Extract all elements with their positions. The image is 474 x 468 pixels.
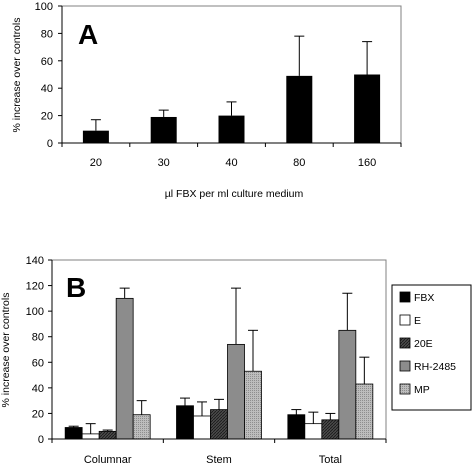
bar-b bbox=[304, 423, 323, 440]
b-y-tick-label: 120 bbox=[26, 281, 44, 293]
b-y-tick-label: 80 bbox=[32, 332, 44, 344]
legend-swatch bbox=[399, 383, 411, 395]
bar-b bbox=[193, 415, 211, 440]
panel-label-a: A bbox=[78, 19, 98, 50]
legend-swatch bbox=[399, 291, 411, 303]
bar-b bbox=[227, 343, 245, 440]
bar-b bbox=[176, 405, 194, 440]
bar-b bbox=[132, 414, 151, 440]
a-y-tick-label: 80 bbox=[41, 28, 53, 40]
legend-label: E bbox=[414, 315, 421, 327]
legend-swatch bbox=[399, 314, 411, 326]
panel-label-b: B bbox=[66, 272, 86, 303]
a-x-tick-label: 30 bbox=[158, 157, 170, 169]
legend-label: RH-2485 bbox=[414, 361, 456, 373]
bar-b bbox=[64, 427, 83, 440]
b-y-tick-label: 100 bbox=[26, 306, 44, 318]
b-x-tick-label: Total bbox=[319, 454, 342, 466]
a-y-tick-label: 20 bbox=[41, 111, 53, 123]
b-x-tick-label: Columnar bbox=[84, 454, 132, 466]
b-y-tick-label: 140 bbox=[26, 255, 44, 267]
bar-b bbox=[355, 383, 374, 440]
bar-b bbox=[338, 329, 357, 440]
x-axis-label-a: µl FBX per ml culture medium bbox=[165, 188, 304, 200]
bar-a bbox=[82, 130, 109, 143]
a-x-tick-label: 20 bbox=[90, 157, 102, 169]
bar-a bbox=[354, 74, 381, 143]
a-y-tick-label: 100 bbox=[35, 1, 53, 13]
chart-panel-a: A 0 20 40 60 80 100 20 30 40 80 160 % increase ov… bbox=[11, 1, 402, 200]
bar-b bbox=[98, 430, 117, 440]
bar-b bbox=[81, 433, 100, 440]
y-axis-label-b: % increase over controls bbox=[0, 293, 12, 408]
y-axis-label-a: % increase over controls bbox=[11, 18, 23, 133]
legend-label: 20E bbox=[414, 338, 433, 350]
bar-b bbox=[287, 414, 306, 440]
a-y-tick-label: 0 bbox=[47, 138, 53, 150]
chart-panel-b: B 0 20 40 60 80 100 120 140 Columnar Stem Total %… bbox=[0, 255, 472, 466]
bar-b bbox=[321, 419, 340, 440]
bar-a bbox=[286, 75, 313, 143]
legend-label: MP bbox=[414, 384, 430, 396]
legend-swatch bbox=[399, 360, 411, 372]
b-y-tick-label: 20 bbox=[32, 408, 44, 420]
a-x-tick-label: 40 bbox=[225, 157, 237, 169]
bar-a bbox=[218, 115, 245, 143]
b-x-tick-label: Stem bbox=[206, 454, 232, 466]
a-x-tick-label: 80 bbox=[293, 157, 305, 169]
a-y-tick-label: 60 bbox=[41, 56, 53, 68]
b-y-tick-label: 40 bbox=[32, 383, 44, 395]
b-y-tick-label: 0 bbox=[38, 434, 44, 446]
bar-a bbox=[150, 116, 177, 143]
a-y-tick-label: 40 bbox=[41, 83, 53, 95]
legend-swatch bbox=[399, 337, 411, 349]
a-x-tick-label: 160 bbox=[358, 157, 376, 169]
bar-b bbox=[210, 409, 228, 440]
bar-b bbox=[115, 297, 134, 440]
legend-label: FBX bbox=[414, 292, 434, 304]
b-y-tick-label: 60 bbox=[32, 357, 44, 369]
bar-b bbox=[244, 370, 262, 440]
